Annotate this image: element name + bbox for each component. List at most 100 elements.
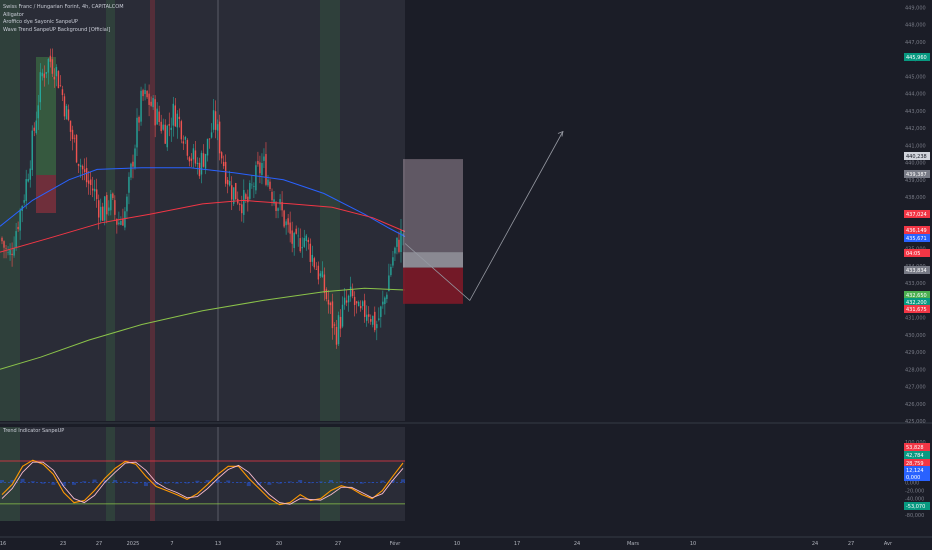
y-axis-tick: 439,000 (905, 178, 926, 184)
oscillator-histogram-bar (267, 482, 272, 485)
oscillator-histogram-bar (174, 482, 179, 484)
oscillator-price-tag-label: -53,070 (906, 504, 925, 510)
candle (43, 73, 46, 78)
candle (148, 93, 150, 105)
price-tag-label: 437,024 (906, 212, 927, 218)
oscillator-y-axis-tick: 0,000 (905, 480, 919, 486)
x-axis-tick: 27 (96, 541, 102, 547)
candle (172, 103, 174, 126)
chart-legend: Swiss Franc / Hungarian Forint, 4h, CAPI… (3, 4, 124, 34)
candle (69, 120, 72, 132)
candle (388, 275, 390, 292)
x-axis-tick: 2025 (127, 541, 140, 547)
candle (7, 252, 9, 253)
candle (307, 239, 309, 243)
y-axis-tick: 430,000 (905, 333, 926, 339)
price-tag-label: 439,387 (906, 172, 927, 178)
legend-symbol-title[interactable]: Swiss Franc / Hungarian Forint, 4h, CAPI… (3, 4, 124, 10)
candle (313, 258, 316, 268)
oscillator-histogram-bar (349, 482, 354, 484)
candle (301, 247, 303, 249)
oscillator-histogram-bar (10, 480, 15, 483)
oscillator-price-tag (904, 473, 930, 481)
candle (339, 316, 342, 329)
candle (108, 207, 110, 211)
legend-alligator[interactable]: Alligator (3, 11, 24, 18)
candle (303, 238, 305, 247)
y-axis-tick: 428,000 (905, 367, 926, 373)
oscillator-price-tag-label: 28,759 (906, 461, 924, 467)
legend-indicator-2[interactable]: Aroffico dye Sayonic SanpeUP (3, 19, 78, 25)
candle (366, 314, 368, 321)
y-axis-tick: 448,000 (905, 23, 926, 29)
entry-zone (403, 252, 463, 268)
price-tag-label: 433,834 (906, 268, 927, 274)
candle (305, 235, 307, 241)
candle (347, 295, 350, 303)
stop-zone (403, 267, 463, 304)
candle (315, 269, 318, 270)
candle (297, 235, 299, 237)
oscillator-histogram-bar (298, 480, 303, 483)
candle (222, 161, 225, 167)
projection-arrowhead (557, 130, 564, 137)
price-tag-label: 432,650 (906, 293, 927, 299)
candle (114, 200, 116, 215)
background-band (0, 0, 20, 421)
candle (65, 105, 68, 120)
candle (67, 109, 70, 120)
candle (206, 138, 209, 156)
price-tag (904, 266, 930, 274)
x-axis-tick: 13 (215, 541, 221, 547)
background-band (106, 0, 115, 421)
candle (235, 183, 237, 200)
candle (228, 181, 231, 186)
candle (259, 162, 261, 174)
oscillator-price-tag-label: 53,828 (906, 445, 924, 451)
candle (17, 226, 19, 230)
candle (275, 202, 277, 211)
candle (359, 306, 362, 309)
oscillator-histogram-bar (226, 480, 231, 483)
price-tag-label: 04:05 (906, 251, 920, 257)
x-axis-tick: 7 (170, 541, 173, 547)
oscillator-series-line (1, 459, 404, 506)
candle (100, 206, 102, 221)
candle (176, 113, 179, 128)
candle (55, 67, 58, 77)
candle (210, 132, 213, 138)
candle (317, 265, 320, 280)
oscillator-histogram-bar (20, 478, 25, 483)
candle (368, 314, 370, 317)
oscillator-histogram-bar (215, 480, 220, 483)
oscillator-histogram-bar (30, 481, 35, 483)
x-axis-tick: 10 (454, 541, 460, 547)
candle (186, 140, 189, 156)
candle (41, 72, 44, 77)
candle (112, 193, 114, 198)
candle (23, 200, 25, 203)
candle (11, 253, 13, 256)
candle (204, 153, 207, 169)
candle (57, 71, 60, 89)
candle (321, 271, 324, 278)
candle (355, 301, 358, 304)
oscillator-price-tag (904, 459, 930, 467)
y-axis-tick: 431,000 (905, 316, 926, 322)
y-axis-tick: 447,000 (905, 40, 926, 46)
candle (77, 164, 80, 166)
oscillator-histogram-bar (401, 479, 405, 483)
background-band-oscillator (150, 427, 155, 521)
candle (218, 121, 221, 154)
moving-average-line (0, 287, 406, 370)
candle (156, 108, 158, 125)
candle (53, 76, 56, 80)
oscillator-legend[interactable]: Trend Indicator SanpeUP (3, 428, 65, 434)
candle (253, 186, 255, 187)
history-shade-oscillator (0, 427, 405, 521)
oscillator-histogram-bar (185, 482, 190, 484)
candle (120, 220, 122, 225)
candle (265, 154, 267, 185)
legend-indicator-3[interactable]: Wave Trend SanpeUP Background [Official] (3, 26, 111, 33)
candle (13, 247, 15, 256)
